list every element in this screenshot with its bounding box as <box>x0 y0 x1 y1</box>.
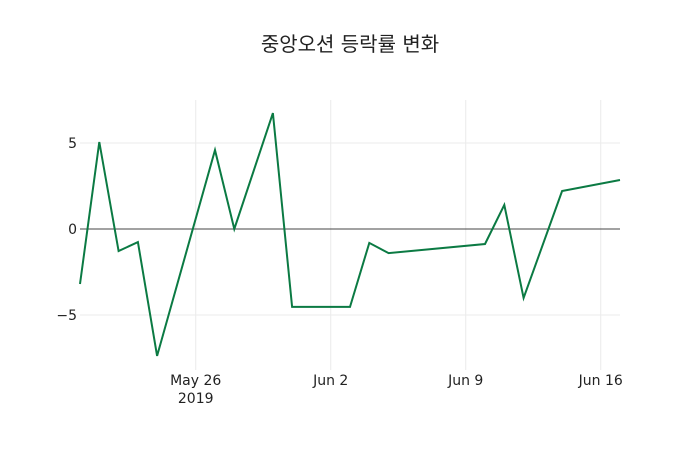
data-line <box>79 112 621 357</box>
y-tick-label: 5 <box>68 136 77 152</box>
x-tick-label: Jun 9 <box>447 373 483 389</box>
y-tick-label: −5 <box>56 308 77 324</box>
x-tick-label: Jun 2 <box>312 373 348 389</box>
x-tick-sublabel: 2019 <box>178 391 214 407</box>
x-tick-label: Jun 16 <box>578 373 623 389</box>
y-tick-label: 0 <box>68 222 77 238</box>
x-tick-label: May 26 <box>170 373 221 389</box>
chart-title: 중앙오션 등락률 변화 <box>260 32 440 56</box>
